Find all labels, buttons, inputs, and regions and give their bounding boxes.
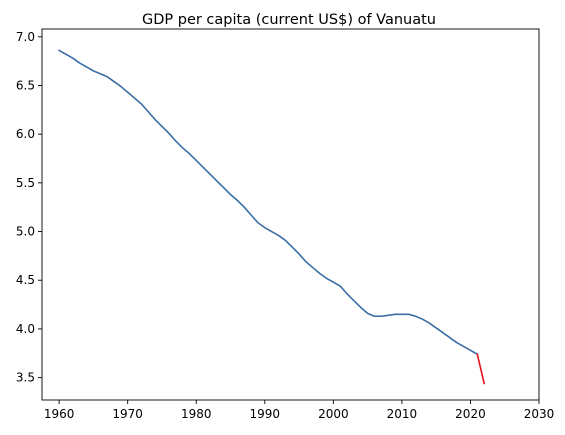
y-tick-label: 3.5 (16, 371, 35, 385)
plot-area (41, 28, 540, 401)
y-tick-label: 6.5 (16, 78, 35, 92)
y-tick-label: 5.0 (16, 225, 35, 239)
y-tick-label: 4.5 (16, 273, 35, 287)
x-tick-label: 2000 (318, 407, 349, 421)
series-line-2 (476, 353, 486, 385)
y-tick-label: 6.0 (16, 127, 35, 141)
x-axis: 1960 1970 1980 1990 2000 2010 2020 2030 (44, 400, 554, 421)
y-tick-label: 4.0 (16, 322, 35, 336)
x-tick-label: 1970 (112, 407, 143, 421)
chart-title: GDP per capita (current US$) of Vanuatu (142, 12, 436, 28)
x-tick-label: 2030 (524, 407, 555, 421)
y-tick-label: 7.0 (16, 30, 35, 44)
x-tick-label: 1990 (250, 407, 281, 421)
y-tick-label: 5.5 (16, 176, 35, 190)
y-axis: 3.5 4.0 4.5 5.0 5.5 6.0 6.5 7.0 (16, 30, 42, 385)
series-lines (58, 49, 486, 385)
series-line-1 (58, 49, 479, 356)
x-tick-label: 2010 (387, 407, 418, 421)
x-tick-label: 1960 (44, 407, 75, 421)
plot-frame (41, 28, 540, 401)
x-tick-label: 1980 (181, 407, 212, 421)
x-tick-label: 2020 (455, 407, 486, 421)
